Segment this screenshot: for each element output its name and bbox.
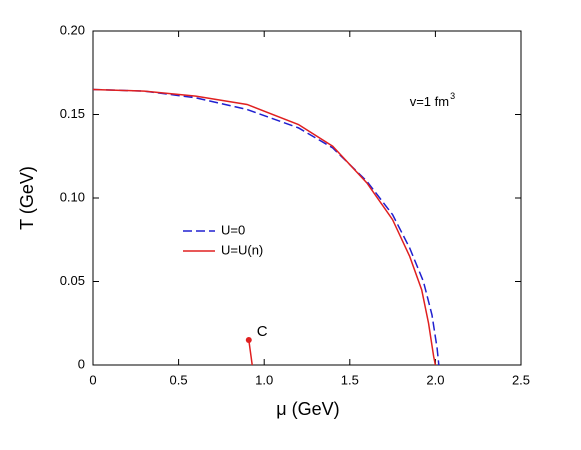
series-line	[92, 88, 437, 366]
x-tick-label: 2.0	[426, 372, 444, 387]
legend-label: U=0	[221, 222, 245, 237]
x-tick-label: 2.5	[512, 372, 530, 387]
annotation: v=1 fm	[410, 94, 449, 109]
x-axis-label: μ (GeV)	[276, 399, 339, 419]
annotation-superscript: 3	[450, 91, 455, 101]
x-tick-label: 1.5	[341, 372, 359, 387]
series-line	[92, 88, 440, 366]
plot-frame	[92, 30, 522, 366]
x-tick-label: 0	[89, 372, 96, 387]
x-tick-label: 1.0	[255, 372, 273, 387]
y-tick-label: 0.05	[60, 273, 85, 288]
y-tick-label: 0.15	[60, 106, 85, 121]
y-tick-label: 0	[78, 356, 85, 371]
y-tick-label: 0.10	[60, 189, 85, 204]
point-marker	[245, 336, 252, 343]
y-tick-label: 0.20	[60, 22, 85, 37]
legend-label: U=U(n)	[221, 242, 263, 257]
x-tick-label: 0.5	[170, 372, 188, 387]
y-axis-label: T (GeV)	[17, 166, 37, 230]
point-label: C	[257, 323, 268, 340]
